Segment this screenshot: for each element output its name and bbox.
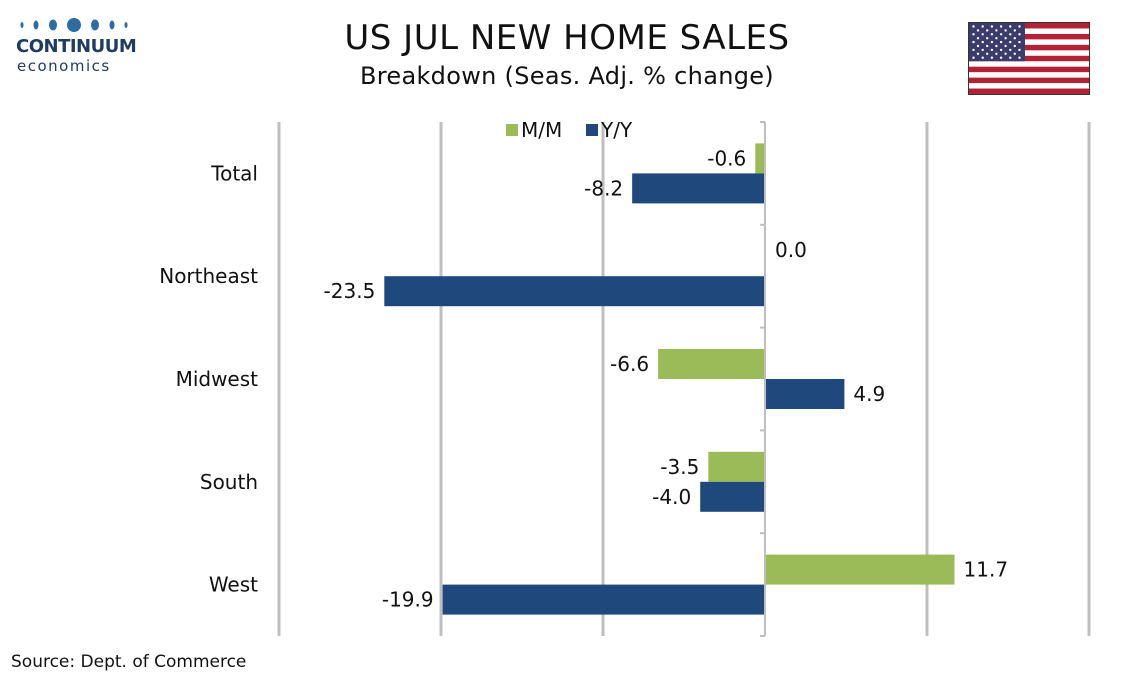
- data-label: 0.0: [775, 238, 807, 262]
- category-label: West: [209, 573, 258, 597]
- bar-yy: [700, 481, 764, 512]
- chart-title: US JUL NEW HOME SALES: [344, 18, 790, 58]
- flag-star: [990, 25, 994, 28]
- flag-star: [1009, 25, 1012, 28]
- flag-star: [995, 37, 998, 40]
- data-label: -8.2: [584, 176, 623, 200]
- flag-star: [1004, 44, 1007, 48]
- continuum-economics-logo: CONTINUUM economics: [12, 12, 137, 76]
- flag-star: [976, 29, 980, 32]
- bar-yy: [766, 379, 845, 409]
- bar-yy: [632, 173, 764, 204]
- chart-subtitle: Breakdown (Seas. Adj. % change): [360, 62, 774, 90]
- data-label: 4.9: [853, 382, 885, 406]
- flag-star: [1004, 29, 1007, 32]
- data-label: 11.7: [964, 558, 1009, 582]
- legend-label: M/M: [521, 118, 562, 142]
- flag-star: [981, 40, 984, 44]
- flag-star: [990, 33, 994, 36]
- flag-star: [1018, 56, 1021, 59]
- flag-star: [1018, 48, 1021, 52]
- flag-star: [1009, 56, 1012, 59]
- flag-star: [995, 52, 998, 55]
- flag-star: [999, 33, 1003, 36]
- bar-chart: Total -0.6 -8.2 Northeast 0.0 -23.5 Midwest -6.…: [159, 118, 1091, 637]
- category-label: South: [200, 470, 258, 494]
- flag-star: [999, 56, 1003, 59]
- logo-subtitle: economics: [17, 57, 111, 75]
- flag-star: [972, 40, 975, 44]
- flag-star: [981, 56, 984, 59]
- logo-name: CONTINUUM: [16, 36, 137, 57]
- flag-star: [1018, 40, 1021, 44]
- flag-star: [981, 33, 984, 36]
- flag-star: [981, 25, 984, 28]
- data-label: -4.0: [652, 485, 691, 509]
- flag-star: [986, 29, 989, 32]
- flag-star: [1004, 37, 1007, 40]
- bar-mm: [755, 143, 764, 174]
- logo-dots-icon: [20, 18, 128, 32]
- data-label: -23.5: [324, 279, 376, 303]
- us-flag-icon: [968, 22, 1090, 95]
- bar-yy: [442, 584, 764, 615]
- flag-star: [972, 33, 975, 36]
- flag-star: [1009, 48, 1012, 52]
- flag-star: [1013, 29, 1016, 32]
- flag-star: [999, 40, 1003, 44]
- category-label: Total: [210, 161, 258, 185]
- flag-star: [1009, 33, 1012, 36]
- legend-label: Y/Y: [600, 118, 633, 142]
- data-label: -3.5: [660, 455, 699, 479]
- flag-star: [1004, 52, 1007, 55]
- data-label: -6.6: [610, 352, 649, 376]
- flag-star: [981, 48, 984, 52]
- data-label: -19.9: [382, 588, 434, 612]
- data-label: -0.6: [707, 146, 746, 170]
- flag-star: [999, 48, 1003, 52]
- flag-star: [972, 56, 975, 59]
- bar-mm: [658, 349, 764, 379]
- source-note: Source: Dept. of Commerce: [11, 652, 247, 672]
- flag-star: [1013, 37, 1016, 40]
- legend-swatch: [586, 124, 598, 136]
- flag-star: [990, 56, 994, 59]
- flag-star: [986, 37, 989, 40]
- flag-star: [1009, 40, 1012, 44]
- bar-yy: [384, 276, 764, 307]
- flag-star: [976, 44, 980, 48]
- flag-star: [976, 37, 980, 40]
- flag-star: [986, 44, 989, 48]
- flag-star: [995, 44, 998, 48]
- flag-star: [972, 48, 975, 52]
- flag-star: [1013, 44, 1016, 48]
- flag-star: [995, 29, 998, 32]
- flag-star: [1013, 52, 1016, 55]
- flag-star: [1018, 25, 1021, 28]
- legend-swatch: [506, 124, 518, 136]
- flag-star: [999, 25, 1003, 28]
- flag-star: [990, 40, 994, 44]
- bar-mm: [766, 554, 955, 585]
- flag-star: [972, 25, 975, 28]
- category-label: Northeast: [159, 264, 258, 288]
- bar-mm: [708, 451, 764, 482]
- flag-star: [986, 52, 989, 55]
- flag-star: [990, 48, 994, 52]
- flag-star: [1018, 33, 1021, 36]
- category-label: Midwest: [176, 367, 259, 391]
- flag-star: [976, 52, 980, 55]
